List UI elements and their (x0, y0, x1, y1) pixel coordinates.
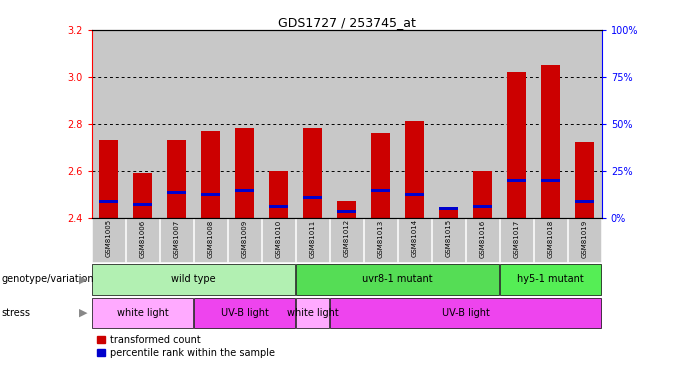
Bar (296, 218, 329, 262)
Text: GSM81012: GSM81012 (344, 219, 350, 257)
Text: GSM81016: GSM81016 (480, 219, 486, 258)
Text: GSM81007: GSM81007 (174, 219, 180, 258)
Bar (371, 133, 390, 218)
Bar (269, 171, 288, 217)
Bar (398, 30, 431, 217)
Bar (466, 30, 499, 217)
Bar (432, 30, 465, 217)
Bar (160, 30, 193, 217)
Bar (337, 210, 356, 213)
Text: stress: stress (1, 308, 31, 318)
Bar (92, 218, 125, 262)
Bar (133, 203, 152, 206)
Bar (92, 30, 125, 217)
Text: UV-B light: UV-B light (442, 308, 490, 318)
Bar (575, 200, 594, 203)
Bar (201, 194, 220, 196)
Text: GSM81009: GSM81009 (242, 219, 248, 258)
Bar (364, 30, 397, 217)
Bar (364, 218, 397, 262)
Bar (473, 205, 492, 208)
Text: GSM81014: GSM81014 (412, 219, 418, 257)
Text: wild type: wild type (171, 274, 216, 284)
Text: white light: white light (287, 308, 339, 318)
Text: UV-B light: UV-B light (221, 308, 269, 318)
Text: uvr8-1 mutant: uvr8-1 mutant (362, 274, 433, 284)
Text: genotype/variation: genotype/variation (1, 274, 94, 284)
Text: GSM81017: GSM81017 (514, 219, 520, 258)
Bar (568, 218, 601, 262)
Bar (507, 72, 526, 217)
Bar (432, 218, 465, 262)
Bar (534, 30, 567, 217)
Bar (371, 189, 390, 192)
Bar (296, 30, 329, 217)
Text: ▶: ▶ (80, 308, 88, 318)
Bar (262, 218, 295, 262)
Bar (296, 264, 499, 295)
Bar (303, 196, 322, 199)
Bar (194, 218, 227, 262)
Bar (167, 140, 186, 218)
Bar (473, 171, 492, 217)
Bar (568, 30, 601, 217)
Text: hy5-1 mutant: hy5-1 mutant (517, 274, 584, 284)
Bar (534, 218, 567, 262)
Bar (507, 179, 526, 182)
Text: GSM81005: GSM81005 (106, 219, 112, 257)
Bar (330, 30, 363, 217)
Bar (330, 218, 363, 262)
Bar (500, 264, 601, 295)
Bar (99, 140, 118, 218)
Bar (228, 218, 261, 262)
Text: GSM81013: GSM81013 (378, 219, 384, 258)
Text: GSM81015: GSM81015 (446, 219, 452, 257)
Bar (201, 131, 220, 218)
Bar (303, 129, 322, 217)
Title: GDS1727 / 253745_at: GDS1727 / 253745_at (278, 16, 415, 29)
Bar (466, 218, 499, 262)
Bar (330, 298, 601, 328)
Bar (269, 205, 288, 208)
Bar (235, 129, 254, 217)
Bar (405, 194, 424, 196)
Bar (500, 30, 533, 217)
Bar (160, 218, 193, 262)
Text: white light: white light (117, 308, 169, 318)
Bar (398, 218, 431, 262)
Bar (126, 218, 159, 262)
Legend: transformed count, percentile rank within the sample: transformed count, percentile rank withi… (97, 335, 275, 358)
Bar (337, 201, 356, 217)
Bar (575, 142, 594, 218)
Bar (99, 200, 118, 203)
Bar (296, 298, 329, 328)
Bar (235, 189, 254, 192)
Bar (126, 30, 159, 217)
Bar (500, 218, 533, 262)
Bar (194, 298, 295, 328)
Bar (167, 191, 186, 194)
Bar (92, 298, 193, 328)
Bar (541, 65, 560, 218)
Bar (228, 30, 261, 217)
Bar (541, 179, 560, 182)
Text: GSM81010: GSM81010 (276, 219, 282, 258)
Text: GSM81008: GSM81008 (208, 219, 214, 258)
Bar (194, 30, 227, 217)
Bar (405, 122, 424, 218)
Text: GSM81011: GSM81011 (310, 219, 316, 258)
Text: GSM81006: GSM81006 (140, 219, 146, 258)
Bar (133, 173, 152, 217)
Text: ▶: ▶ (80, 274, 88, 284)
Bar (439, 207, 458, 210)
Bar (262, 30, 295, 217)
Text: GSM81019: GSM81019 (582, 219, 588, 258)
Bar (92, 264, 295, 295)
Bar (439, 210, 458, 218)
Text: GSM81018: GSM81018 (548, 219, 554, 258)
